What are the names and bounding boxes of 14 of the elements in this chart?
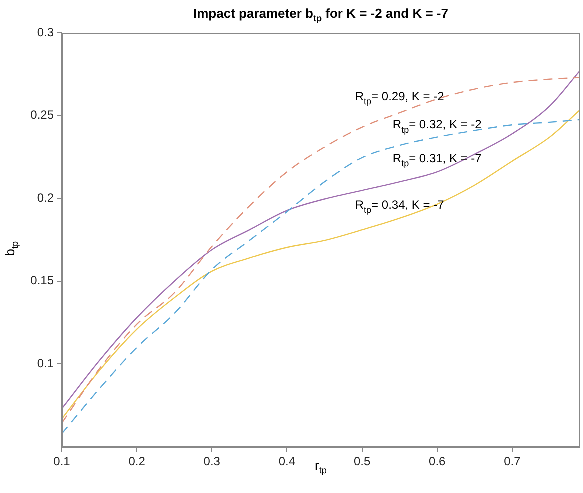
x-tick-label: 0.1 bbox=[54, 454, 71, 469]
x-tick-label: 0.6 bbox=[429, 454, 446, 469]
x-tick-label: 0.7 bbox=[504, 454, 522, 469]
x-tick-label: 0.5 bbox=[354, 454, 371, 469]
y-tick-label: 0.1 bbox=[37, 356, 54, 371]
x-axis-title: r$_{tp}$ bbox=[315, 458, 327, 476]
y-tick-label: 0.3 bbox=[37, 25, 54, 40]
y-tick-label: 0.25 bbox=[30, 108, 54, 122]
chart-title: Impact parameter b$_{tp}$ for K = -2 and K = -7 bbox=[192, 6, 450, 24]
y-tick-label: 0.2 bbox=[37, 190, 54, 205]
x-tick-label: 0.2 bbox=[128, 454, 146, 469]
x-tick-label: 0.3 bbox=[204, 454, 221, 469]
y-tick-label: 0.15 bbox=[30, 274, 54, 288]
x-tick-label: 0.4 bbox=[278, 454, 296, 469]
